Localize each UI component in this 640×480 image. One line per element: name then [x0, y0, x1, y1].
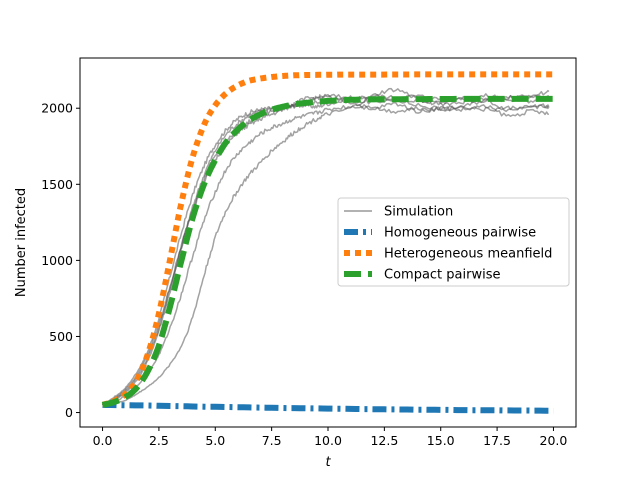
legend-label: Homogeneous pairwise	[384, 226, 536, 241]
x-tick-label: 15.0	[427, 433, 455, 448]
x-tick-label: 0.0	[93, 433, 113, 448]
legend: Simulation Homogeneous pairwise Heterogene…	[337, 197, 570, 287]
x-tick-label: 2.5	[149, 433, 169, 448]
x-tick-label: 20.0	[540, 433, 568, 448]
x-tick-label: 7.5	[262, 433, 282, 448]
y-axis: 0 500 1000 1500 2000	[41, 101, 80, 420]
x-axis: 0.0 2.5 5.0 7.5 10.0 12.5 15.0 17.5 20.0	[93, 427, 568, 448]
y-tick-label: 500	[49, 329, 73, 344]
legend-label: Simulation	[384, 205, 453, 220]
x-tick-label: 10.0	[314, 433, 342, 448]
x-tick-label: 12.5	[370, 433, 398, 448]
legend-label: Compact pairwise	[384, 268, 500, 283]
series-line-compact	[100, 95, 554, 408]
simulation-line	[102, 87, 550, 406]
x-tick-label: 17.5	[483, 433, 511, 448]
series-line-heterogeneous	[100, 71, 554, 408]
y-tick-label: 0	[65, 405, 73, 420]
plot-area	[79, 57, 577, 428]
x-axis-label: t	[325, 455, 331, 470]
legend-label: Heterogeneous meanfield	[384, 247, 552, 262]
y-tick-label: 1000	[41, 253, 73, 268]
model-lines	[100, 71, 554, 414]
legend-box	[337, 197, 570, 287]
y-axis-label: Number infected	[14, 188, 29, 297]
x-tick-label: 5.0	[205, 433, 225, 448]
y-tick-label: 2000	[41, 101, 73, 116]
y-tick-label: 1500	[41, 177, 73, 192]
series-line-homogeneous	[102, 401, 554, 414]
